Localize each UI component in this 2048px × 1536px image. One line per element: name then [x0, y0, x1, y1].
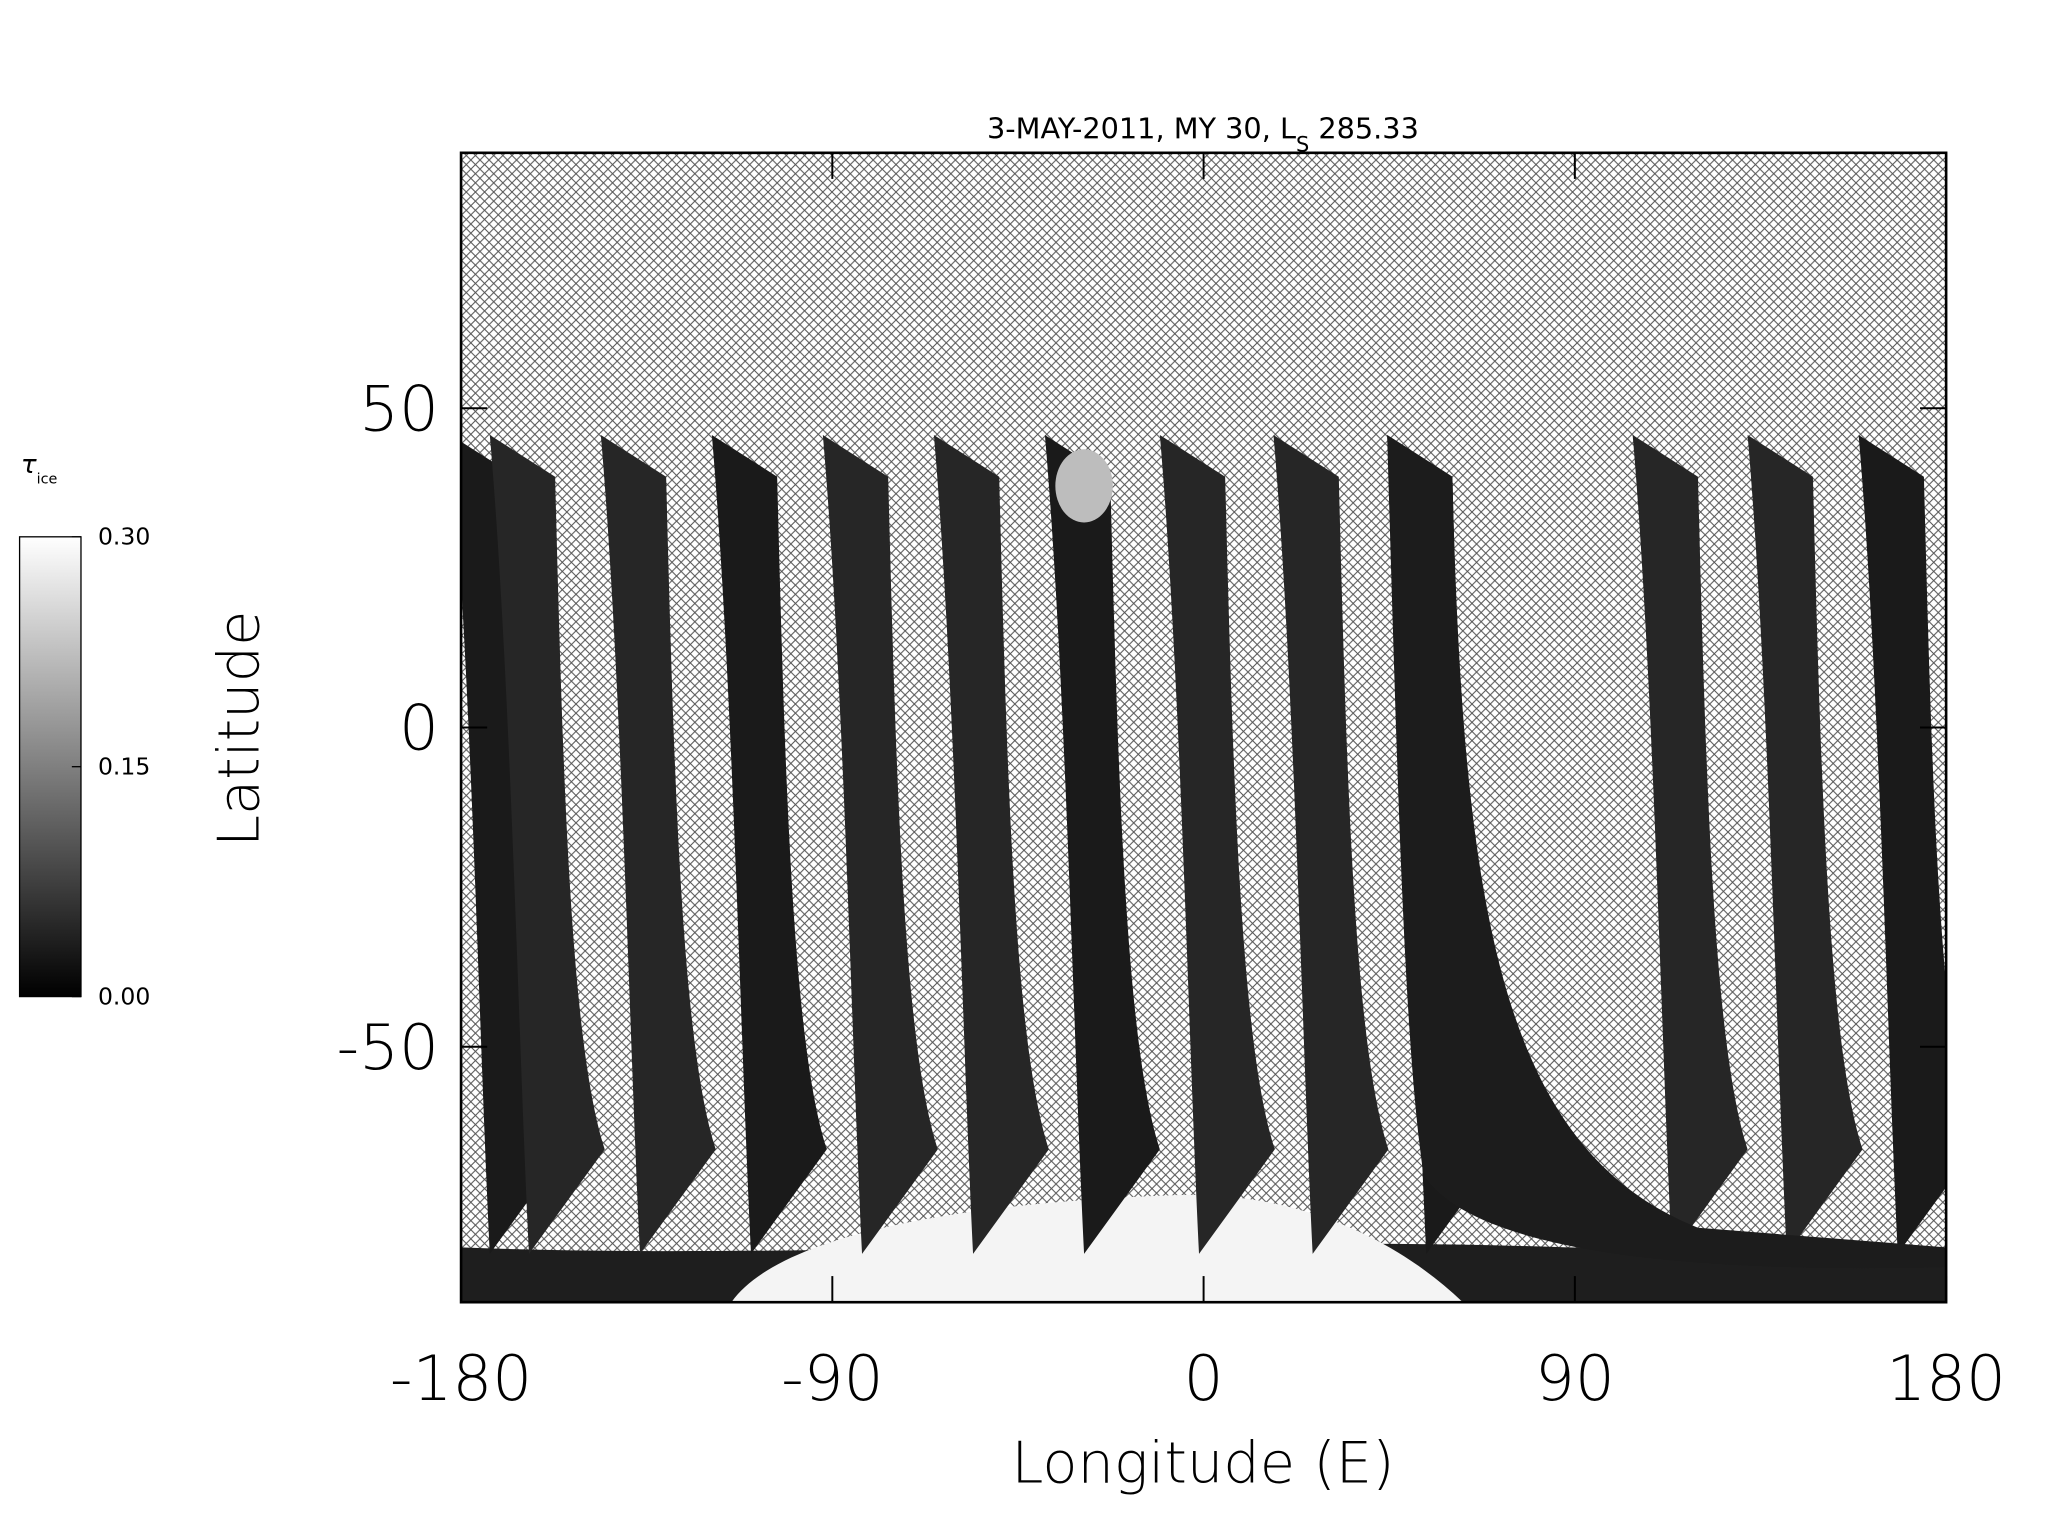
- polar-cap: [731, 1194, 1463, 1303]
- swath: [933, 434, 1049, 1254]
- x-tick-label: -90: [781, 1342, 883, 1415]
- x-tick-label: 0: [1184, 1342, 1224, 1415]
- x-tick-label: 90: [1535, 1342, 1615, 1415]
- swath: [1273, 434, 1389, 1254]
- x-tick-label: -180: [390, 1342, 532, 1415]
- swath: [1747, 434, 1863, 1254]
- colorbar-tick-label: 0.00: [98, 982, 150, 1010]
- swath: [1044, 434, 1160, 1254]
- x-tick-label: 180: [1886, 1342, 2006, 1415]
- colorbar-label: τice: [21, 450, 58, 487]
- y-tick-label: -50: [336, 1011, 438, 1084]
- colorbar-symbol: τ: [21, 450, 37, 480]
- swath: [1159, 434, 1275, 1254]
- chart-title: 3-MAY-2011, MY 30, LS 285.33: [987, 111, 1419, 156]
- y-axis-label: Latitude: [206, 611, 273, 847]
- y-tick-label: 0: [399, 692, 439, 765]
- swath: [1632, 434, 1748, 1254]
- colorbar: [18, 536, 82, 998]
- y-tick-label: 50: [359, 372, 439, 445]
- bright-cloud: [1055, 449, 1113, 523]
- title-suffix: 285.33: [1309, 111, 1419, 145]
- swath: [822, 434, 938, 1254]
- swath: [600, 434, 716, 1254]
- colorbar-subscript: ice: [37, 471, 58, 487]
- swath: [1858, 434, 1947, 1254]
- map-area: [461, 152, 1947, 1303]
- title-text: 3-MAY-2011, MY 30, L: [987, 111, 1296, 145]
- colorbar-tick-label: 0.15: [98, 753, 150, 781]
- title-subscript: S: [1296, 133, 1309, 157]
- swath: [489, 434, 605, 1254]
- colorbar-tick-label: 0.30: [98, 523, 150, 551]
- swath: [711, 434, 827, 1254]
- x-axis-label: Longitude (E): [1011, 1429, 1394, 1496]
- swath: [1387, 434, 1947, 1269]
